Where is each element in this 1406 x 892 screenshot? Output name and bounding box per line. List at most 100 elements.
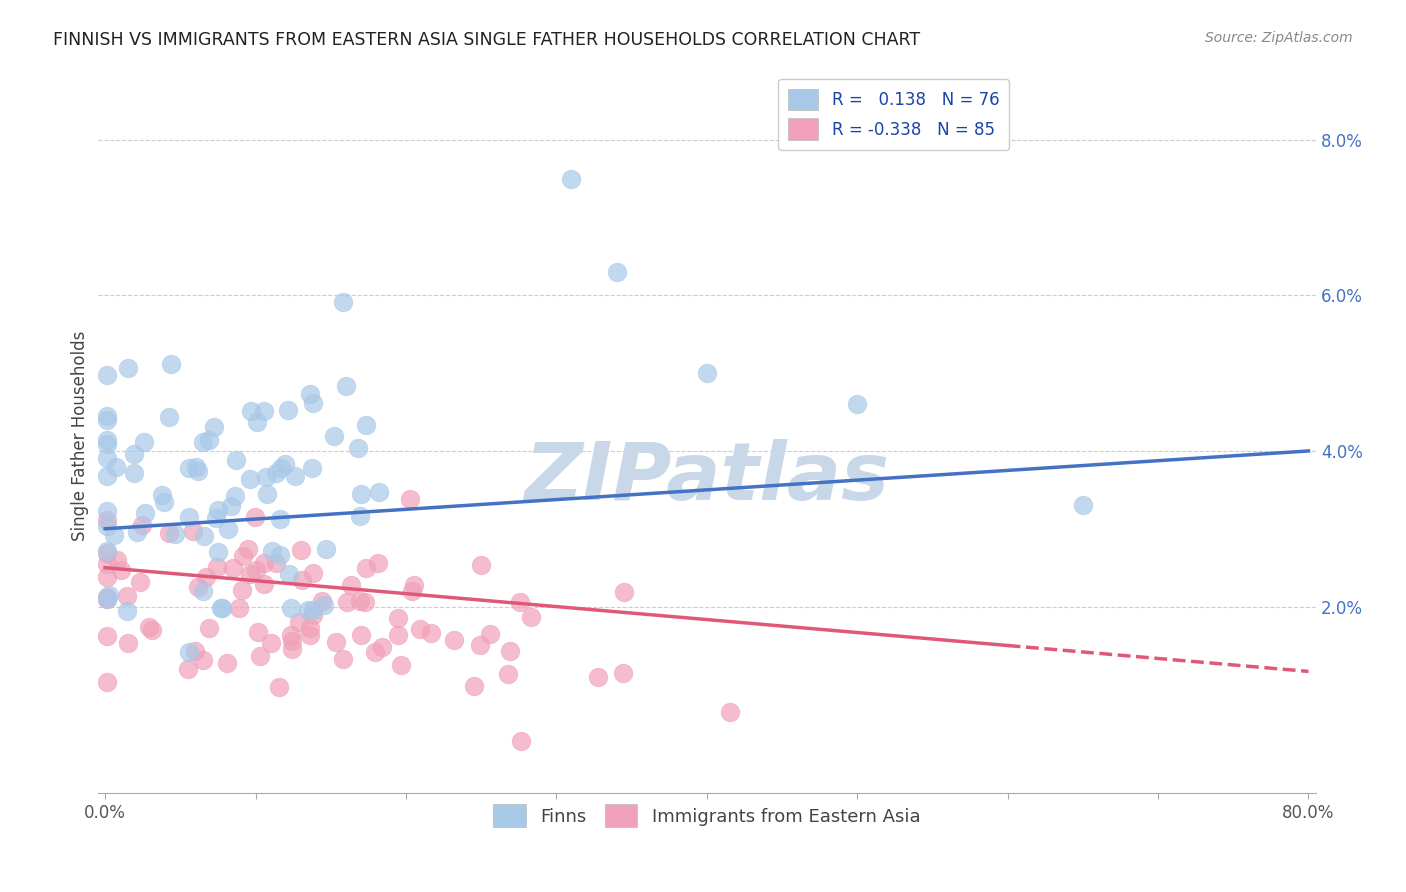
Point <box>284 468 307 483</box>
Point <box>157 525 180 540</box>
Point <box>153 494 176 508</box>
Point <box>131 517 153 532</box>
Point <box>297 602 319 616</box>
Point <box>219 500 242 514</box>
Point <box>298 387 321 401</box>
Point <box>157 409 180 424</box>
Point <box>612 665 634 680</box>
Point <box>253 404 276 418</box>
Point <box>499 644 522 658</box>
Point <box>696 366 718 380</box>
Point <box>239 566 262 581</box>
Text: ZIPatlas: ZIPatlas <box>524 440 890 517</box>
Point <box>96 519 118 533</box>
Point <box>165 527 187 541</box>
Point <box>520 610 543 624</box>
Point <box>299 621 322 635</box>
Point <box>98 588 121 602</box>
Point <box>470 558 492 572</box>
Point <box>269 549 291 563</box>
Point <box>187 580 209 594</box>
Point <box>198 621 221 635</box>
Point <box>150 488 173 502</box>
Point <box>117 360 139 375</box>
Point <box>96 557 118 571</box>
Point <box>312 598 335 612</box>
Point <box>207 503 229 517</box>
Point <box>96 592 118 607</box>
Point <box>278 567 301 582</box>
Point <box>122 466 145 480</box>
Point <box>225 453 247 467</box>
Point <box>302 566 325 580</box>
Point <box>254 470 277 484</box>
Point <box>160 358 183 372</box>
Point <box>198 434 221 448</box>
Point <box>253 577 276 591</box>
Point <box>211 601 233 615</box>
Point <box>606 265 628 279</box>
Point <box>96 450 118 465</box>
Point <box>260 544 283 558</box>
Point <box>96 409 118 423</box>
Point <box>280 628 302 642</box>
Point <box>280 634 302 648</box>
Point <box>509 594 531 608</box>
Point <box>207 545 229 559</box>
Point <box>387 628 409 642</box>
Point <box>217 656 239 670</box>
Point <box>264 556 287 570</box>
Point <box>269 680 291 694</box>
Point <box>371 640 394 654</box>
Point <box>409 622 432 636</box>
Point <box>96 544 118 558</box>
Point <box>496 666 519 681</box>
Y-axis label: Single Father Households: Single Father Households <box>72 330 89 541</box>
Point <box>228 601 250 615</box>
Point <box>270 461 292 475</box>
Point <box>205 560 228 574</box>
Point <box>349 594 371 608</box>
Point <box>179 644 201 658</box>
Point <box>323 429 346 443</box>
Point <box>246 415 269 429</box>
Point <box>115 604 138 618</box>
Point <box>134 506 156 520</box>
Point <box>399 491 422 506</box>
Point <box>96 591 118 605</box>
Point <box>301 461 323 475</box>
Point <box>479 627 502 641</box>
Point <box>177 509 200 524</box>
Point <box>224 489 246 503</box>
Point <box>302 607 325 622</box>
Point <box>443 633 465 648</box>
Point <box>387 610 409 624</box>
Point <box>96 512 118 526</box>
Point <box>239 404 262 418</box>
Point <box>249 649 271 664</box>
Point <box>340 578 363 592</box>
Point <box>104 460 127 475</box>
Point <box>115 589 138 603</box>
Point <box>332 652 354 666</box>
Point <box>96 675 118 690</box>
Point <box>96 629 118 643</box>
Point <box>1071 499 1094 513</box>
Point <box>217 522 239 536</box>
Point <box>96 545 118 559</box>
Point <box>349 509 371 524</box>
Point <box>127 525 149 540</box>
Point <box>96 592 118 607</box>
Point <box>96 368 118 383</box>
Point <box>253 557 276 571</box>
Point <box>141 624 163 638</box>
Point <box>311 594 333 608</box>
Point <box>181 524 204 538</box>
Point <box>420 626 443 640</box>
Point <box>280 600 302 615</box>
Point <box>176 661 198 675</box>
Point <box>256 487 278 501</box>
Point <box>260 635 283 649</box>
Point <box>138 620 160 634</box>
Point <box>463 679 485 693</box>
